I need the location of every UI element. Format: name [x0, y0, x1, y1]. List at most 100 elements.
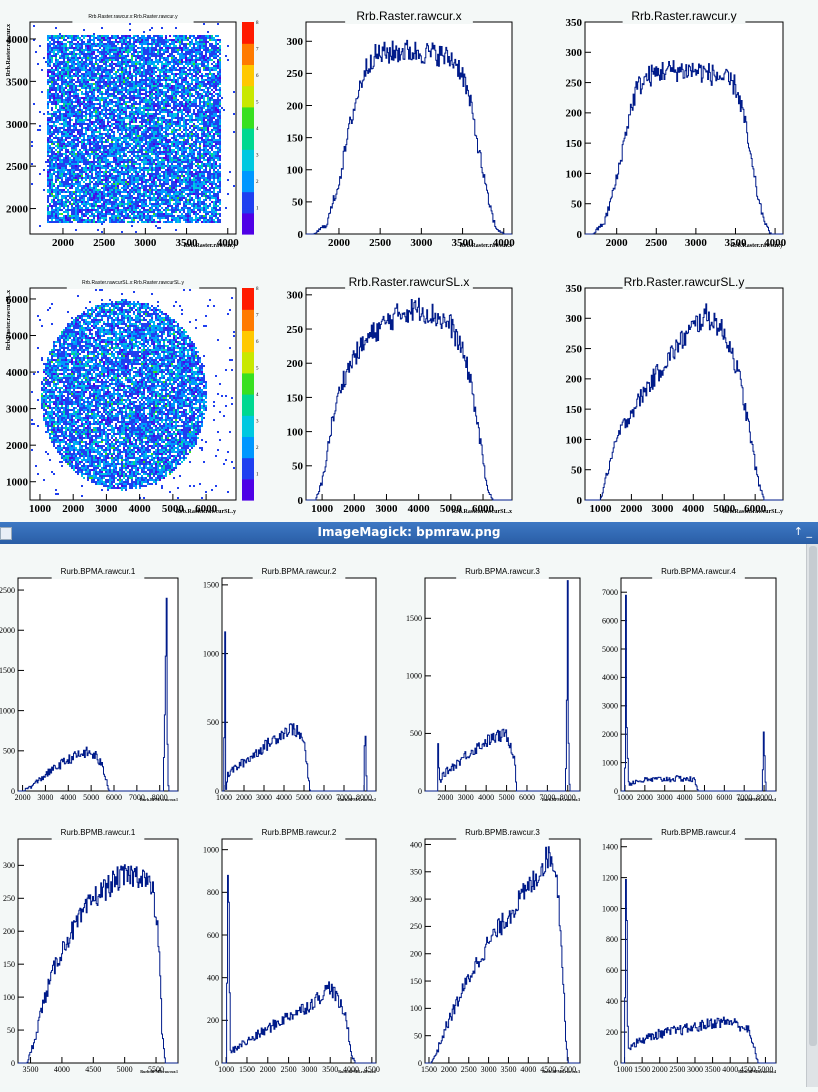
heatmap-cell — [55, 153, 57, 155]
heatmap-cell — [123, 197, 125, 199]
heatmap-cell — [129, 143, 131, 145]
heatmap-cell — [67, 49, 69, 51]
heatmap-cell — [93, 69, 95, 71]
heatmap-cell — [119, 205, 121, 207]
heatmap-cell — [129, 115, 131, 117]
heatmap-cell — [139, 157, 141, 159]
heatmap-cell — [89, 199, 91, 201]
heatmap-cell — [47, 51, 49, 53]
heatmap-cell — [89, 35, 91, 37]
heatmap-cell — [165, 39, 167, 41]
heatmap-cell — [57, 87, 59, 89]
heatmap-cell — [147, 169, 149, 171]
heatmap-cell — [61, 49, 63, 51]
heatmap-cell — [51, 185, 53, 187]
heatmap-cell — [161, 199, 163, 201]
heatmap-cell — [91, 39, 93, 41]
heatmap-cell — [167, 155, 169, 157]
heatmap-cell — [125, 171, 127, 173]
heatmap-cell — [111, 125, 113, 127]
heatmap-cell — [57, 117, 59, 119]
heatmap-cell — [167, 45, 169, 47]
heatmap-cell — [115, 119, 117, 121]
heatmap-cell — [55, 191, 57, 193]
heatmap-cell — [119, 175, 121, 177]
heatmap-cell — [143, 133, 145, 135]
heatmap-cell — [131, 109, 133, 111]
heatmap-cell — [67, 177, 69, 179]
heatmap-cell — [107, 113, 109, 115]
heatmap-cell — [149, 145, 151, 147]
heatmap-cell — [149, 89, 151, 91]
heatmap-cell — [149, 201, 151, 203]
heatmap-cell — [139, 73, 141, 75]
heatmap-cell — [147, 205, 149, 207]
heatmap-cell — [125, 97, 127, 99]
heatmap-cell — [101, 147, 103, 149]
heatmap-cell — [151, 167, 153, 169]
heatmap-cell — [159, 205, 161, 207]
heatmap-cell — [53, 113, 55, 115]
heatmap-cell — [99, 127, 101, 129]
heatmap-cell — [173, 45, 175, 47]
heatmap-cell — [109, 37, 111, 39]
heatmap-cell — [135, 147, 137, 149]
heatmap-cell — [63, 191, 65, 193]
heatmap-cell — [139, 211, 141, 213]
heatmap-cell — [81, 133, 83, 135]
heatmap-cell — [97, 115, 99, 117]
heatmap-cell — [87, 155, 89, 157]
heatmap-cell — [111, 221, 113, 223]
heatmap-cell — [151, 41, 153, 43]
heatmap-cell — [47, 101, 49, 103]
heatmap-cell — [107, 159, 109, 161]
heatmap-cell — [111, 117, 113, 119]
heatmap-cell — [95, 99, 97, 101]
heatmap-cell — [135, 57, 137, 59]
heatmap-cell — [89, 153, 91, 155]
heatmap-cell — [109, 161, 111, 163]
heatmap-cell — [81, 161, 83, 163]
heatmap-cell — [103, 81, 105, 83]
heatmap-cell — [105, 187, 107, 189]
heatmap-cell — [89, 163, 91, 165]
heatmap-cell — [75, 153, 77, 155]
heatmap-cell — [81, 153, 83, 155]
heatmap-cell — [119, 39, 121, 41]
heatmap-cell — [125, 149, 127, 151]
heatmap-cell — [167, 159, 169, 161]
heatmap-cell — [105, 43, 107, 45]
heatmap-cell — [95, 195, 97, 197]
heatmap-cell — [129, 95, 131, 97]
heatmap-cell — [167, 199, 169, 201]
heatmap-cell — [149, 71, 151, 73]
heatmap-cell — [101, 69, 103, 71]
heatmap-cell — [117, 123, 119, 125]
heatmap-cell — [83, 73, 85, 75]
heatmap-cell — [153, 135, 155, 137]
heatmap-cell — [85, 187, 87, 189]
heatmap-cell — [71, 217, 73, 219]
heatmap-cell — [167, 175, 169, 177]
heatmap-cell — [101, 109, 103, 111]
heatmap-cell — [131, 165, 133, 167]
heatmap-cell — [95, 203, 97, 205]
heatmap-cell — [77, 189, 79, 191]
heatmap-cell — [149, 99, 151, 101]
heatmap-cell — [157, 143, 159, 145]
heatmap-cell — [155, 91, 157, 93]
heatmap-cell — [133, 93, 135, 95]
heatmap-cell — [143, 195, 145, 197]
heatmap-cell — [167, 65, 169, 67]
heatmap-cell — [63, 203, 65, 205]
heatmap-cell — [165, 209, 167, 211]
heatmap-cell — [169, 221, 171, 223]
heatmap-cell — [75, 71, 77, 73]
heatmap-cell — [159, 189, 161, 191]
heatmap-cell — [115, 203, 117, 205]
heatmap-cell — [63, 161, 65, 163]
heatmap-cell — [123, 153, 125, 155]
heatmap-cell — [71, 37, 73, 39]
heatmap-cell — [155, 59, 157, 61]
heatmap-cell — [135, 133, 137, 135]
